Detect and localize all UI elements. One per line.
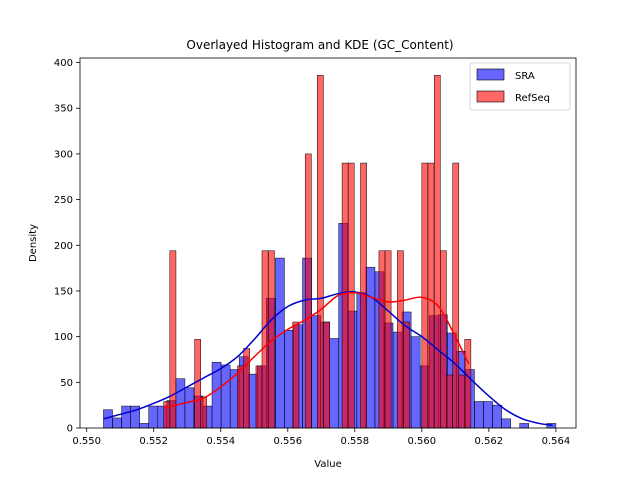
refseq-bar-23 bbox=[304, 153, 312, 429]
legend-swatch-sra bbox=[476, 68, 505, 81]
refseq-bar-44 bbox=[433, 75, 441, 429]
sra-bar-19 bbox=[275, 257, 285, 429]
chart-title: Overlayed Histogram and KDE (GC_Content) bbox=[186, 38, 453, 52]
sra-bar-41 bbox=[474, 401, 484, 429]
refseq-bar-29 bbox=[341, 162, 349, 429]
x-tick-label-5: 0.560 bbox=[408, 436, 437, 447]
refseq-bar-30 bbox=[347, 162, 355, 429]
sra-bar-42 bbox=[483, 401, 493, 429]
refseq-bar-48 bbox=[458, 374, 466, 429]
refseq-bar-43 bbox=[427, 162, 435, 429]
y-axis: 0 50 100 150 200 250 300 350 400 bbox=[54, 58, 80, 435]
plot-frame bbox=[79, 57, 577, 429]
refseq-bar-1 bbox=[169, 250, 177, 429]
refseq-bar-25 bbox=[317, 75, 324, 429]
refseq-bar-5 bbox=[194, 339, 201, 429]
refseq-bar-6 bbox=[200, 396, 208, 429]
refseq-bar-21 bbox=[292, 321, 300, 429]
sra-bar-4 bbox=[139, 423, 149, 429]
y-tick-label-4: 200 bbox=[54, 241, 73, 252]
refseq-bar-13 bbox=[243, 348, 250, 429]
refseq-bar-39 bbox=[403, 321, 410, 429]
sra-bar-2 bbox=[121, 405, 131, 429]
refseq-bar-15 bbox=[255, 365, 263, 429]
x-tick-label-3: 0.556 bbox=[273, 436, 302, 447]
y-tick-label-8: 400 bbox=[54, 58, 73, 69]
sra-bar-29 bbox=[365, 266, 376, 429]
refseq-bar-36 bbox=[384, 250, 392, 429]
y-tick-label-5: 250 bbox=[54, 195, 73, 206]
x-tick-label-4: 0.558 bbox=[340, 436, 369, 447]
sra-bar-46 bbox=[519, 423, 530, 429]
refseq-bar-12 bbox=[237, 365, 244, 429]
legend-label-refseq: RefSeq bbox=[515, 93, 550, 104]
y-tick-label-3: 150 bbox=[54, 286, 73, 297]
refseq-bar-16 bbox=[261, 250, 269, 429]
sra-bar-13 bbox=[220, 364, 231, 429]
x-tick-label-2: 0.554 bbox=[206, 436, 235, 447]
x-tick-label-0: 0.550 bbox=[72, 436, 101, 447]
y-tick-label-6: 300 bbox=[54, 149, 73, 160]
refseq-bar-0 bbox=[163, 401, 171, 429]
sra-bar-43 bbox=[492, 404, 502, 429]
legend-swatch-refseq bbox=[476, 90, 505, 103]
sra-bar-1 bbox=[112, 417, 122, 429]
y-tick-label-1: 50 bbox=[60, 378, 73, 389]
x-tick-label-6: 0.562 bbox=[475, 436, 504, 447]
x-tick-label-1: 0.552 bbox=[139, 436, 168, 447]
sra-bar-25 bbox=[329, 338, 339, 429]
legend: SRA RefSeq bbox=[469, 62, 571, 111]
refseq-bar-49 bbox=[464, 339, 472, 429]
refseq-bar-38 bbox=[397, 250, 404, 429]
refseq-bar-46 bbox=[446, 374, 453, 429]
sra-bar-9 bbox=[184, 387, 195, 429]
sra-bar-5 bbox=[148, 405, 158, 429]
x-tick-label-7: 0.564 bbox=[542, 436, 571, 447]
sra-bar-20 bbox=[284, 330, 294, 429]
y-tick-label-2: 100 bbox=[54, 332, 73, 343]
x-axis-label: Value bbox=[314, 459, 341, 470]
y-tick-label-0: 0 bbox=[67, 424, 73, 435]
refseq-bar-42 bbox=[421, 162, 429, 429]
refseq-bar-35 bbox=[378, 250, 386, 429]
sra-bar-44 bbox=[501, 418, 511, 429]
refseq-bar-45 bbox=[440, 250, 447, 429]
x-axis: 0.550 0.552 0.554 0.556 0.558 0.560 0.562 0.564 bbox=[72, 428, 570, 447]
sra-kde-line bbox=[103, 290, 553, 427]
sra-bar-34 bbox=[410, 336, 421, 429]
refseq-bar-26 bbox=[323, 321, 331, 429]
y-tick-label-7: 350 bbox=[54, 104, 73, 115]
legend-label-sra: SRA bbox=[515, 71, 535, 82]
refseq-kde-line bbox=[163, 291, 470, 409]
y-axis-label: Density bbox=[28, 224, 39, 262]
refseq-bar-47 bbox=[452, 162, 460, 429]
